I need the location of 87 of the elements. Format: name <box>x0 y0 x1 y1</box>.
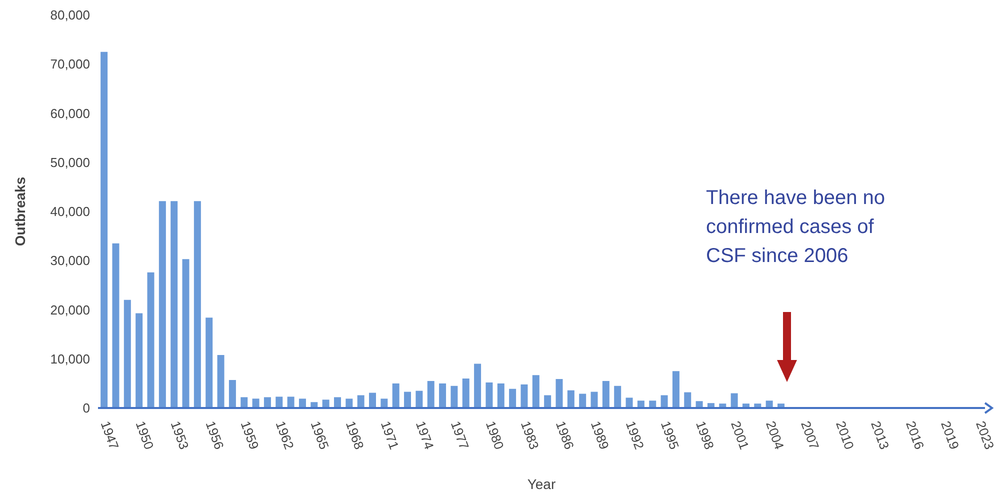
bar <box>124 300 131 408</box>
x-tick-label: 2004 <box>763 419 788 452</box>
bar <box>497 383 504 408</box>
bar <box>626 398 633 408</box>
x-tick-label: 1953 <box>168 419 192 452</box>
bar <box>264 397 271 408</box>
x-tick-label: 1989 <box>588 419 612 452</box>
bar <box>590 392 598 408</box>
bar <box>357 395 364 408</box>
bar <box>450 386 458 408</box>
bar <box>684 392 692 408</box>
bar <box>486 382 493 408</box>
bar <box>287 396 294 408</box>
bar <box>228 380 236 408</box>
x-tick-label: 2007 <box>798 419 822 452</box>
bar <box>369 392 376 408</box>
x-tick-label: 1974 <box>412 419 437 452</box>
y-tick-label: 30,000 <box>50 253 90 268</box>
y-axis-title: Outbreaks <box>12 176 28 246</box>
x-tick-label: 1950 <box>132 419 157 452</box>
x-tick-label: 2013 <box>868 419 892 452</box>
bar <box>240 397 248 408</box>
bar <box>544 395 552 408</box>
y-tick-label: 20,000 <box>50 302 90 318</box>
x-tick-label: 1998 <box>693 419 717 452</box>
bar <box>298 398 306 408</box>
bar <box>346 398 353 408</box>
x-tick-label: 1968 <box>342 419 367 452</box>
bar <box>462 378 470 408</box>
x-tick-label: 1956 <box>202 419 227 452</box>
y-tick-label: 0 <box>82 400 90 416</box>
bar <box>474 364 482 408</box>
bar <box>614 386 622 408</box>
x-tick-label: 1947 <box>98 419 122 452</box>
bar <box>182 259 190 408</box>
x-tick-label: 2010 <box>833 419 858 452</box>
bar <box>404 392 412 408</box>
bar <box>556 379 563 408</box>
x-tick-label: 2001 <box>728 419 752 452</box>
bar <box>100 52 108 408</box>
bar <box>509 388 516 408</box>
bar <box>136 313 143 408</box>
y-tick-label: 10,000 <box>50 351 90 366</box>
x-tick-label: 1986 <box>552 419 577 452</box>
y-tick-label: 80,000 <box>50 8 90 23</box>
x-tick-label: 1962 <box>272 419 297 452</box>
bar <box>567 390 574 408</box>
bar <box>439 383 446 408</box>
bar <box>532 375 540 408</box>
bar <box>322 400 330 408</box>
bar <box>392 383 400 408</box>
bar <box>579 394 586 408</box>
bar <box>158 201 166 408</box>
bar <box>252 398 260 408</box>
bar <box>416 390 423 408</box>
y-tick-label: 60,000 <box>50 106 90 121</box>
x-tick-label: 1992 <box>622 419 647 452</box>
bar <box>194 201 201 408</box>
bar <box>602 380 610 408</box>
y-tick-label: 50,000 <box>50 154 90 170</box>
x-tick-label: 2016 <box>903 419 928 452</box>
bar <box>730 393 738 408</box>
bar <box>276 396 283 408</box>
bar <box>334 397 341 408</box>
bar <box>147 272 154 408</box>
x-tick-label: 2019 <box>938 419 962 452</box>
bar <box>672 371 680 408</box>
x-tick-label: 1995 <box>658 419 682 452</box>
x-tick-label: 1965 <box>308 419 332 452</box>
bar <box>380 398 388 408</box>
x-axis-title: Year <box>527 476 556 492</box>
annotation: There have been no confirmed cases of CSF since 2006 <box>706 186 886 269</box>
x-tick-label: 1983 <box>518 419 542 452</box>
x-tick-label: 1977 <box>448 419 472 452</box>
bar <box>520 384 528 408</box>
x-tick-label: 1971 <box>378 419 402 452</box>
y-tick-label: 40,000 <box>50 204 90 220</box>
x-tick-label: 1959 <box>238 419 262 452</box>
bar <box>427 380 434 408</box>
x-tick-label: 2023 <box>973 419 997 452</box>
bar <box>660 395 668 408</box>
x-tick-label: 1980 <box>482 419 507 452</box>
bar <box>170 201 178 408</box>
bar <box>217 354 224 408</box>
bar <box>112 243 120 408</box>
bar <box>206 318 213 408</box>
y-tick-label: 70,000 <box>50 56 90 72</box>
